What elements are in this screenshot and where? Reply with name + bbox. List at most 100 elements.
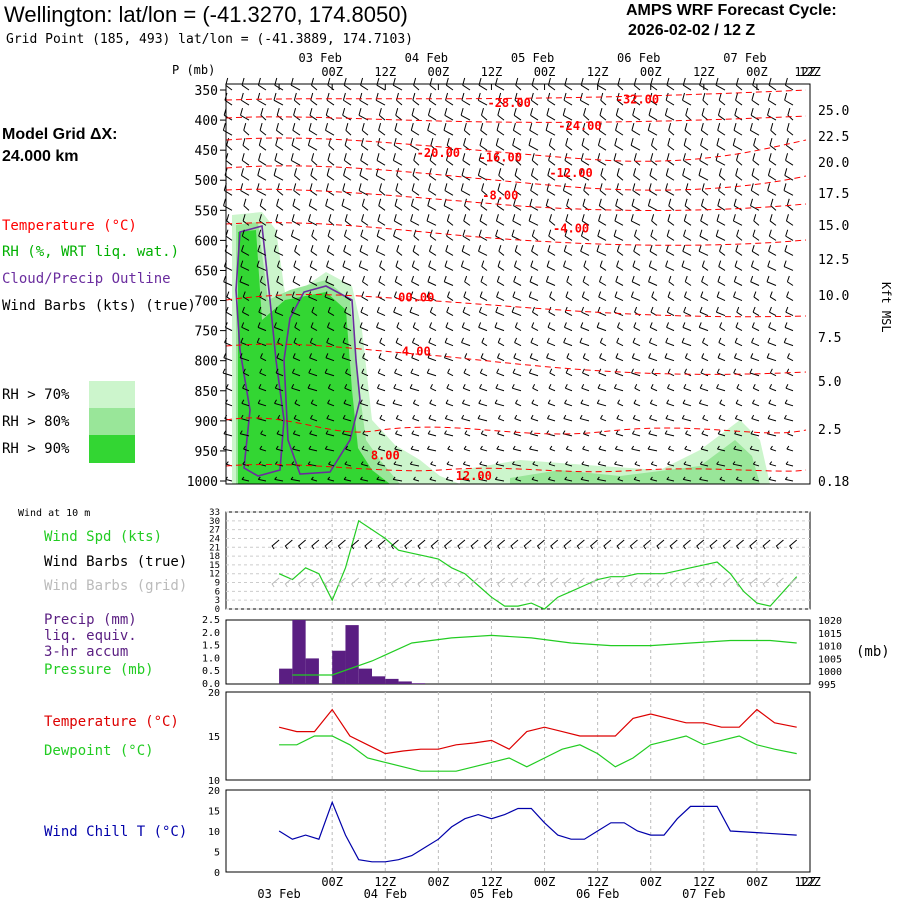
pressure-label-850: 850 [195,385,218,400]
isotherm-label-8: 00.00 [398,291,434,305]
height-label-10: 0.18 [818,475,849,490]
precip-bar-0 [279,668,293,684]
legend-precip: Precip (mm) [44,612,137,628]
wind-ytick-9: 9 [215,579,220,589]
precip-bar-9 [411,683,426,684]
isotherm-label-1: -32.00 [616,93,659,107]
isotherm-4 [225,188,807,211]
legend-cloud-outline: Cloud/Precip Outline [2,271,171,287]
legend-precip-liq: liq. equiv. [44,628,137,644]
wind-ytick-30: 30 [209,517,220,527]
height-label-3: 17.5 [818,187,849,202]
height-label-8: 5.0 [818,375,841,390]
precip-ytick-5: 2.5 [202,615,220,626]
top-hour-label-7: 12Z [693,65,715,79]
legend-wind-barbs-grid: Wind Barbs (grid) [44,578,188,594]
wind-ytick-27: 27 [209,526,220,536]
forecast-cycle-value: 2026-02-02 / 12 Z [628,22,756,39]
pressure-label-500: 500 [195,174,218,189]
wind-ytick-0: 0 [215,605,220,615]
height-label-2: 20.0 [818,156,849,171]
wind-barbs-10m [271,539,798,550]
bottom-hour-label-end: 12Z [794,875,816,889]
windchill-ytick-0: 0 [214,868,220,879]
precip-bar-7 [385,678,399,684]
bottom-hour-label-7: 12Z [693,875,715,889]
bottom-hour-label-6: 00Z [640,875,662,889]
legend-precip-accum: 3-hr accum [44,644,129,660]
isotherm-label-5: -12.00 [549,166,592,180]
legend-temperature-line: Temperature (°C) [44,714,179,730]
top-hour-label-3: 12Z [481,65,503,79]
pressure-label-700: 700 [195,295,218,310]
model-grid-value: 24.000 km [2,148,79,165]
wind-ytick-33: 33 [209,508,220,518]
pressure-label-450: 450 [195,144,218,159]
wind-barbs-grid [271,577,798,588]
wind-ytick-24: 24 [209,534,220,544]
bottom-hour-label-3: 12Z [481,875,503,889]
precip-bar-2 [305,658,319,684]
top-hour-label-1: 12Z [374,65,396,79]
top-day-label-4: 07 Feb [723,51,766,65]
pressure-unit: (mb) [856,644,890,660]
isotherm-1 [225,115,807,123]
pressure-label-600: 600 [195,234,218,249]
precip-bar-3 [332,650,346,684]
bottom-day-label-4: 07 Feb [682,887,725,900]
pressure-label-650: 650 [195,264,218,279]
wind-ytick-6: 6 [215,587,220,597]
legend-rh: RH (%, WRT liq. wat.) [2,244,180,260]
isotherm-label-6: -8.00 [482,188,518,202]
isotherm-5 [225,222,807,246]
height-label-5: 12.5 [818,253,849,268]
temp-ytick-20: 20 [208,688,220,699]
top-day-label-3: 06 Feb [617,51,660,65]
top-day-label-0: 03 Feb [299,51,342,65]
pressure-label-350: 350 [195,84,218,99]
pressure-axis-title: P (mb) [172,63,215,77]
isotherm-label-0: -28.00 [487,96,530,110]
top-hour-label-8: 00Z [746,65,768,79]
pressure-label-950: 950 [195,445,218,460]
pressure-ytick-995: 995 [818,680,836,691]
height-label-4: 15.0 [818,219,849,234]
precip-bar-6 [372,676,386,684]
pressure-label-750: 750 [195,325,218,340]
isotherms [225,89,807,473]
isotherm-label-3: -20.00 [417,146,460,160]
windchill-ytick-5: 5 [214,848,220,859]
precip-bar-5 [358,668,372,684]
top-hour-label-end: 12Z [794,65,816,79]
top-hour-label-6: 00Z [640,65,662,79]
isotherm-label-9: 4.00 [402,345,431,359]
legend-rh80-swatch [89,408,135,435]
pressure-label-900: 900 [195,415,218,430]
forecast-cycle-label: AMPS WRF Forecast Cycle: [626,2,837,19]
wind-ytick-15: 15 [209,561,220,571]
height-label-9: 2.5 [818,423,841,438]
legend-rh80: RH > 80% [2,414,70,430]
pressure-ytick-1005: 1005 [818,654,842,665]
page-title: Wellington: lat/lon = (-41.3270, 174.805… [4,2,408,27]
height-label-0: 25.0 [818,104,849,119]
pressure-ytick-1020: 1020 [818,616,842,627]
top-day-label-1: 04 Feb [405,51,448,65]
pressure-ytick-1000: 1000 [818,667,842,678]
model-grid-label: Model Grid ΔX: [2,126,118,143]
isotherm-9 [225,463,807,473]
precip-bar-1 [292,620,306,684]
temp-ytick-15: 15 [208,732,220,743]
temp-ytick-10: 10 [208,776,220,787]
top-hour-label-2: 00Z [428,65,450,79]
isotherm-label-2: -24.00 [558,119,601,133]
isotherm-label-10: 8.00 [371,449,400,463]
legend-wind-barbs: Wind Barbs (kts) (true) [2,298,196,314]
legend-pressure: Pressure (mb) [44,662,154,678]
bottom-hour-label-0: 00Z [321,875,343,889]
bottom-hour-label-5: 12Z [587,875,609,889]
bottom-hour-label-2: 00Z [428,875,450,889]
wind-ytick-21: 21 [209,543,220,553]
top-hour-label-5: 12Z [587,65,609,79]
